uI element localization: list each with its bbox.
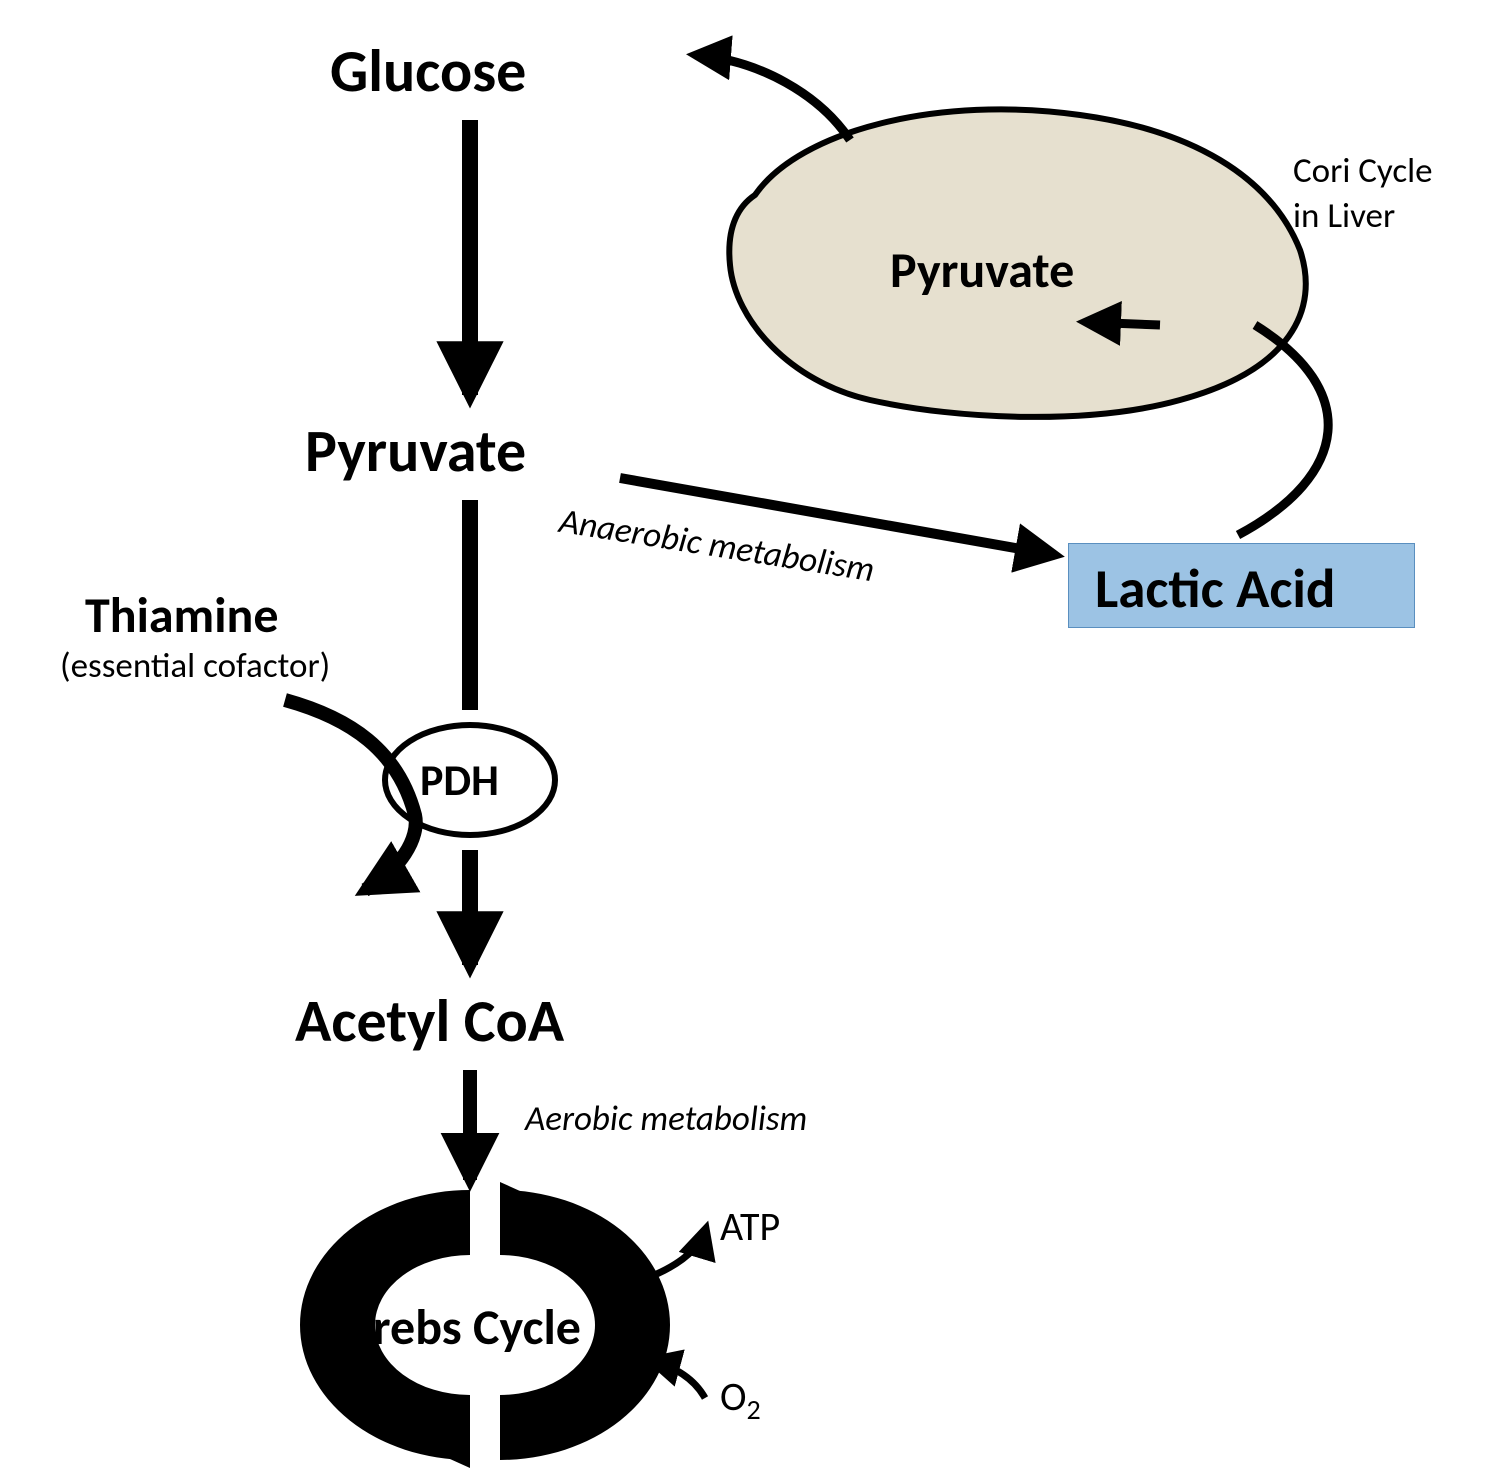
node-pyruvate-main: Pyruvate (305, 415, 526, 488)
diagram-stage: Glucose Pyruvate Pyruvate PDH Thiamine (… (0, 0, 1500, 1480)
arrow-thiamine-to-pdh (285, 700, 416, 890)
label-cori-2: in Liver (1293, 195, 1395, 237)
node-thiamine: Thiamine (85, 585, 279, 646)
node-thiamine-sub: (essential cofactor) (60, 645, 330, 687)
arrow-lactic-to-liver-end (1085, 322, 1160, 325)
arrow-lactic-to-liver (1238, 325, 1328, 535)
node-pdh: PDH (420, 753, 499, 807)
node-acetyl-coa: Acetyl CoA (295, 985, 564, 1058)
node-lactic-acid: Lactic Acid (1095, 555, 1335, 622)
diagram-svg (0, 0, 1500, 1480)
node-o2: O2 (720, 1372, 761, 1427)
node-atp: ATP (720, 1202, 780, 1251)
label-cori-1: Cori Cycle (1293, 150, 1433, 192)
label-anaerobic: Anaerobic metabolism (556, 500, 877, 591)
arrow-o2-to-krebs (650, 1360, 705, 1398)
arrow-krebs-to-atp (642, 1228, 706, 1280)
node-glucose: Glucose (330, 35, 526, 108)
label-aerobic: Aerobic metabolism (525, 1098, 807, 1140)
node-pyruvate-liver: Pyruvate (890, 240, 1074, 301)
node-krebs: Krebs Cycle (346, 1297, 581, 1358)
arrow-liver-to-glucose (695, 55, 850, 140)
